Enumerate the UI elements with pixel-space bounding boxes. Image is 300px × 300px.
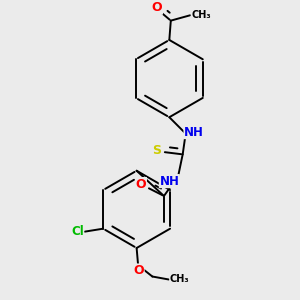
- Text: NH: NH: [159, 175, 179, 188]
- Text: CH₃: CH₃: [191, 10, 211, 20]
- Text: O: O: [152, 1, 162, 14]
- Text: O: O: [136, 178, 146, 190]
- Text: NH: NH: [184, 126, 204, 139]
- Text: Cl: Cl: [71, 225, 84, 238]
- Text: CH₃: CH₃: [169, 274, 189, 284]
- Text: O: O: [134, 264, 144, 277]
- Text: S: S: [152, 144, 161, 157]
